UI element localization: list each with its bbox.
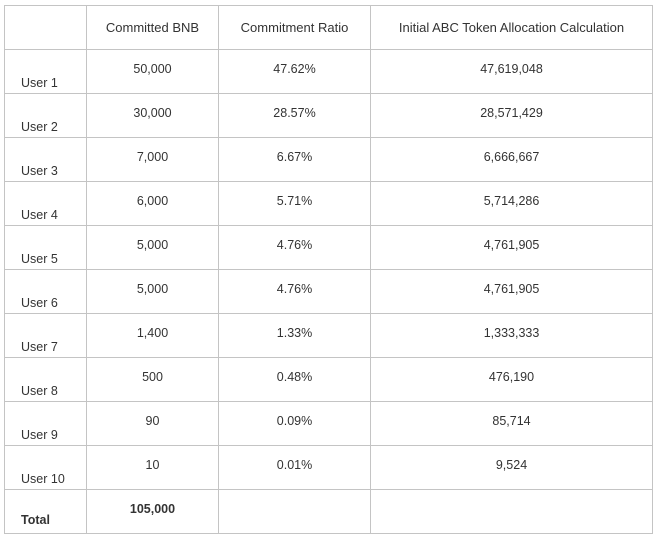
table-row: User 5 5,000 4.76% 4,761,905 [4,225,653,270]
user-cell: User 8 [4,357,87,402]
user-cell: User 1 [4,49,87,94]
total-committed: 105,000 [86,489,219,534]
table-row: User 2 30,000 28.57% 28,571,429 [4,93,653,138]
header-committed-bnb: Committed BNB [86,5,219,50]
committed-cell: 90 [86,401,219,446]
committed-cell: 500 [86,357,219,402]
committed-cell: 5,000 [86,269,219,314]
user-cell: User 6 [4,269,87,314]
allocation-table: Committed BNB Commitment Ratio Initial A… [4,5,653,534]
header-token-allocation: Initial ABC Token Allocation Calculation [370,5,653,50]
user-cell: User 5 [4,225,87,270]
ratio-cell: 28.57% [218,93,371,138]
table-row: User 1 50,000 47.62% 47,619,048 [4,49,653,94]
committed-cell: 10 [86,445,219,490]
committed-cell: 6,000 [86,181,219,226]
allocation-cell: 28,571,429 [370,93,653,138]
table-row: User 8 500 0.48% 476,190 [4,357,653,402]
header-empty [4,5,87,50]
header-commitment-ratio: Commitment Ratio [218,5,371,50]
ratio-cell: 4.76% [218,225,371,270]
allocation-cell: 5,714,286 [370,181,653,226]
ratio-cell: 0.01% [218,445,371,490]
total-label: Total [4,489,87,534]
user-cell: User 10 [4,445,87,490]
user-cell: User 9 [4,401,87,446]
ratio-cell: 6.67% [218,137,371,182]
committed-cell: 30,000 [86,93,219,138]
table-row: User 4 6,000 5.71% 5,714,286 [4,181,653,226]
table-row: User 3 7,000 6.67% 6,666,667 [4,137,653,182]
ratio-cell: 5.71% [218,181,371,226]
total-allocation [370,489,653,534]
committed-cell: 5,000 [86,225,219,270]
user-cell: User 4 [4,181,87,226]
allocation-cell: 6,666,667 [370,137,653,182]
table-row: User 6 5,000 4.76% 4,761,905 [4,269,653,314]
allocation-cell: 476,190 [370,357,653,402]
total-row: Total 105,000 [4,489,653,534]
allocation-cell: 47,619,048 [370,49,653,94]
allocation-cell: 9,524 [370,445,653,490]
user-cell: User 3 [4,137,87,182]
allocation-cell: 85,714 [370,401,653,446]
committed-cell: 1,400 [86,313,219,358]
ratio-cell: 47.62% [218,49,371,94]
committed-cell: 7,000 [86,137,219,182]
total-ratio [218,489,371,534]
allocation-cell: 1,333,333 [370,313,653,358]
ratio-cell: 0.48% [218,357,371,402]
table-row: User 10 10 0.01% 9,524 [4,445,653,490]
user-cell: User 2 [4,93,87,138]
committed-cell: 50,000 [86,49,219,94]
table-row: User 9 90 0.09% 85,714 [4,401,653,446]
user-cell: User 7 [4,313,87,358]
allocation-cell: 4,761,905 [370,269,653,314]
header-row: Committed BNB Commitment Ratio Initial A… [4,5,653,50]
ratio-cell: 4.76% [218,269,371,314]
ratio-cell: 1.33% [218,313,371,358]
ratio-cell: 0.09% [218,401,371,446]
allocation-cell: 4,761,905 [370,225,653,270]
table-row: User 7 1,400 1.33% 1,333,333 [4,313,653,358]
